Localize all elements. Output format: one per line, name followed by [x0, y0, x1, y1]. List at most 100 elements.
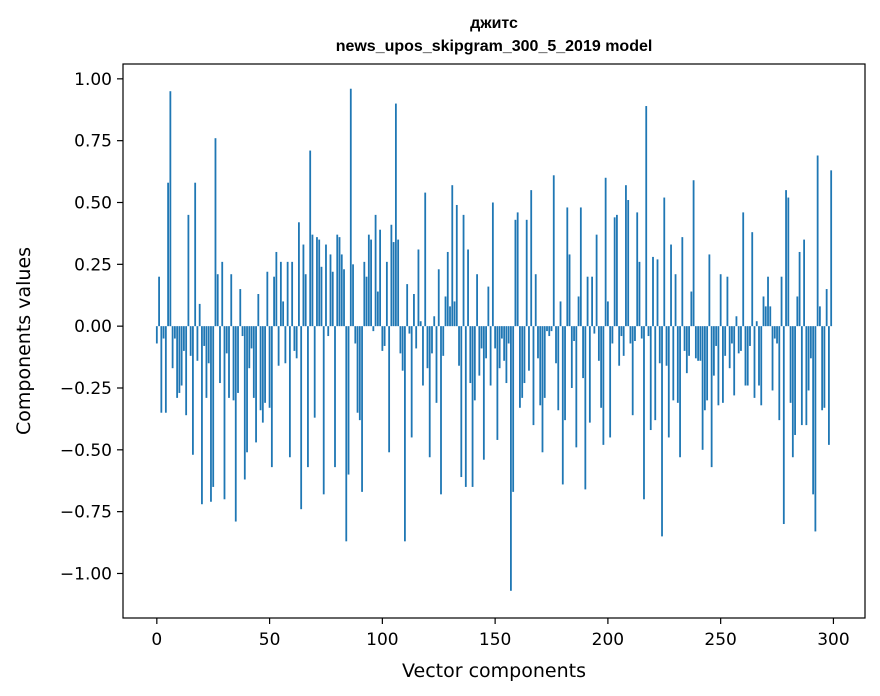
- bar: [462, 214, 465, 327]
- bar: [388, 326, 391, 453]
- y-tick-label: −1.00: [60, 564, 112, 584]
- bar: [789, 326, 792, 403]
- bar: [196, 326, 199, 361]
- bar: [473, 326, 476, 401]
- bar: [252, 326, 255, 398]
- bar: [431, 326, 433, 354]
- bar: [489, 326, 492, 386]
- bar: [216, 274, 219, 327]
- bar: [782, 326, 785, 525]
- bar: [467, 249, 469, 327]
- bar: [164, 326, 167, 413]
- bar: [708, 254, 711, 327]
- bar: [525, 219, 528, 327]
- bar: [663, 197, 666, 327]
- bar: [259, 326, 262, 411]
- bar: [735, 316, 738, 327]
- bar: [318, 239, 321, 327]
- x-axis-ticks: 0 50 100 150 200 250 300: [151, 618, 850, 650]
- bar: [645, 106, 648, 327]
- bar: [503, 326, 506, 361]
- bar: [823, 326, 826, 408]
- bar: [255, 326, 257, 443]
- bar: [309, 150, 312, 327]
- bar: [383, 326, 386, 346]
- bar: [814, 326, 817, 532]
- bar: [347, 326, 350, 475]
- bar: [722, 326, 724, 403]
- x-tick-label: 150: [479, 630, 511, 650]
- bar: [469, 326, 472, 384]
- bar: [419, 321, 422, 327]
- bar: [573, 326, 575, 341]
- bar: [557, 326, 560, 411]
- bar: [512, 326, 515, 492]
- bar: [214, 138, 217, 327]
- bar: [363, 261, 366, 327]
- bar: [647, 326, 650, 337]
- bar: [401, 326, 404, 371]
- bar: [189, 326, 192, 356]
- y-tick-label: 1.00: [74, 70, 112, 90]
- bar: [602, 326, 605, 445]
- bar: [169, 91, 172, 327]
- bar: [828, 326, 830, 445]
- bar: [331, 271, 334, 327]
- bar: [178, 326, 181, 393]
- bar: [433, 316, 436, 327]
- bar: [712, 326, 715, 376]
- bar: [268, 326, 271, 408]
- bar: [507, 326, 510, 344]
- bar: [241, 326, 244, 337]
- bar: [688, 326, 690, 356]
- y-axis-label: Components values: [13, 247, 35, 435]
- bar: [480, 326, 483, 349]
- bar: [764, 306, 767, 327]
- bar: [564, 326, 566, 421]
- bar: [198, 303, 201, 327]
- bar: [300, 326, 303, 510]
- bar: [758, 326, 760, 386]
- bar: [595, 234, 598, 327]
- bar: [818, 306, 821, 327]
- bar: [458, 326, 460, 366]
- chart-title: джитс: [470, 15, 518, 32]
- bar: [625, 185, 627, 327]
- bar: [604, 177, 607, 327]
- bar: [636, 212, 639, 327]
- bar: [444, 296, 447, 327]
- bar: [291, 261, 294, 327]
- bar: [733, 326, 736, 396]
- bar: [295, 326, 298, 359]
- bar: [257, 294, 260, 327]
- bar: [336, 234, 339, 327]
- bar: [322, 326, 325, 495]
- bar: [185, 326, 188, 416]
- bar: [345, 326, 348, 542]
- bar: [771, 326, 774, 391]
- bar: [496, 326, 499, 440]
- bar: [451, 185, 454, 327]
- bar: [726, 276, 729, 327]
- bar: [219, 326, 221, 384]
- bar: [250, 326, 253, 349]
- bar: [568, 254, 571, 327]
- bar: [498, 326, 501, 369]
- bar: [284, 326, 287, 364]
- bar: [541, 326, 544, 453]
- bar: [776, 326, 778, 344]
- bar: [408, 326, 411, 334]
- bar: [584, 326, 587, 490]
- x-axis-label: Vector components: [402, 660, 586, 682]
- bar: [740, 326, 742, 351]
- bar: [606, 301, 609, 327]
- bar: [266, 271, 269, 327]
- bar: [600, 326, 603, 408]
- bar: [471, 326, 474, 487]
- bar: [679, 326, 681, 458]
- bar: [453, 301, 456, 327]
- bar: [703, 326, 706, 411]
- bar: [555, 326, 557, 364]
- bar: [367, 234, 370, 327]
- bar: [640, 326, 643, 339]
